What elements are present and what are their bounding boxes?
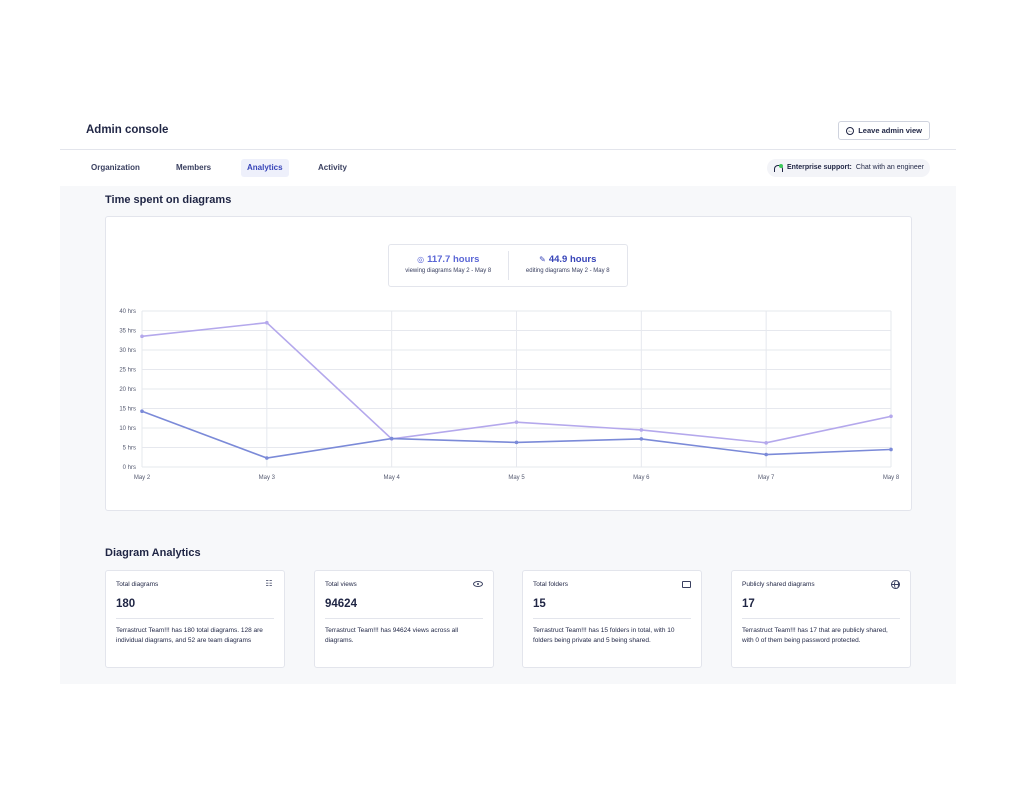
data-point [389, 436, 394, 441]
data-point [889, 447, 893, 452]
time-section-title: Time spent on diagrams [105, 194, 232, 206]
folder-icon [681, 579, 691, 589]
viewing-hours: ◎ 117.7 hours [389, 254, 508, 265]
x-tick-label: May 3 [259, 475, 276, 481]
y-tick-label: 25 hrs [119, 368, 136, 374]
x-tick-label: May 2 [134, 475, 151, 481]
y-tick-label: 30 hrs [119, 348, 136, 354]
data-point [265, 456, 269, 460]
y-tick-label: 35 hrs [119, 329, 136, 335]
data-point [140, 409, 144, 414]
stat-value: 15 [533, 598, 546, 610]
page-title: Admin console [86, 124, 169, 136]
editing-summary: ✎ 44.9 hours editing diagrams May 2 - May… [507, 251, 628, 280]
stat-description: Terrastruct Team!!! has 180 total diagra… [116, 627, 263, 644]
stat-description: Terrastruct Team!!! has 94624 views acro… [325, 627, 459, 644]
pencil-icon: ✎ [539, 255, 546, 264]
data-point [140, 334, 144, 339]
stat-description: Terrastruct Team!!! has 15 folders in to… [533, 627, 675, 644]
y-tick-label: 20 hrs [119, 387, 136, 393]
viewing-hours-label: viewing diagrams May 2 - May 8 [405, 268, 492, 274]
globe-icon [890, 579, 900, 589]
x-tick-label: May 4 [383, 475, 400, 481]
stat-card-public-diagrams: Publicly shared diagrams 17 Terrastruct … [731, 570, 911, 668]
divider [325, 618, 483, 619]
stat-label: Publicly shared diagrams [742, 581, 815, 588]
data-point [514, 420, 519, 424]
y-tick-label: 10 hrs [119, 426, 136, 432]
stat-card-total-folders: Total folders 15 Terrastruct Team!!! has… [522, 570, 702, 668]
data-point [764, 452, 768, 457]
arrow-left-circle-icon: ← [846, 126, 855, 135]
tab-bar: Organization Members Analytics Activity … [60, 150, 956, 186]
eye-icon [473, 579, 483, 589]
enterprise-support-label: Enterprise support: [786, 164, 852, 171]
tab-activity[interactable]: Activity [318, 163, 347, 172]
tab-analytics[interactable]: Analytics [241, 159, 289, 177]
stat-label: Total diagrams [116, 581, 159, 588]
time-chart-card: ◎ 117.7 hours viewing diagrams May 2 - Ma… [105, 216, 912, 511]
tab-organization[interactable]: Organization [91, 163, 140, 172]
data-point [889, 414, 893, 419]
viewing-hours-value: 117.7 hours [427, 254, 480, 265]
admin-header: Admin console ← Leave admin view [60, 112, 956, 150]
editing-hours-value: 44.9 hours [548, 254, 597, 265]
y-tick-label: 0 hrs [123, 465, 136, 471]
stat-label: Total views [325, 581, 357, 588]
tab-members[interactable]: Members [176, 163, 212, 172]
diagram-section-title: Diagram Analytics [105, 547, 201, 559]
stat-description: Terrastruct Team!!! has 17 that are publ… [742, 627, 888, 644]
data-point [514, 440, 519, 445]
analytics-content: Time spent on diagrams ◎ 117.7 hours view… [60, 186, 956, 684]
leave-admin-view-label: Leave admin view [858, 126, 922, 135]
chat-engineer-link[interactable]: Chat with an engineer [855, 164, 924, 171]
sitemap-icon: ☷ [265, 579, 273, 588]
x-tick-label: May 6 [633, 475, 650, 481]
headset-icon [773, 164, 783, 172]
time-summary: ◎ 117.7 hours viewing diagrams May 2 - Ma… [388, 244, 628, 287]
y-tick-label: 5 hrs [123, 446, 136, 452]
stat-value: 180 [116, 598, 136, 610]
editing-hours: ✎ 44.9 hours [509, 254, 628, 265]
editing-hours-label: editing diagrams May 2 - May 8 [525, 268, 610, 274]
data-point [639, 437, 644, 441]
stat-card-total-views: Total views 94624 Terrastruct Team!!! ha… [314, 570, 494, 668]
eye-icon: ◎ [417, 255, 425, 264]
leave-admin-view-button[interactable]: ← Leave admin view [838, 121, 930, 140]
x-tick-label: May 8 [883, 475, 900, 481]
stat-value: 17 [742, 598, 755, 610]
stat-value: 94624 [325, 598, 357, 610]
enterprise-support: Enterprise support: Chat with an enginee… [766, 159, 930, 177]
divider [742, 618, 900, 619]
divider [533, 618, 691, 619]
data-point [639, 428, 644, 432]
x-tick-label: May 7 [758, 475, 775, 481]
x-tick-label: May 5 [508, 475, 525, 481]
data-point [764, 441, 768, 445]
stat-card-total-diagrams: Total diagrams ☷ 180 Terrastruct Team!!!… [105, 570, 285, 668]
y-tick-label: 15 hrs [119, 407, 136, 413]
data-point [265, 320, 269, 325]
viewing-summary: ◎ 117.7 hours viewing diagrams May 2 - Ma… [389, 245, 508, 286]
y-tick-label: 40 hrs [119, 309, 136, 315]
divider [116, 618, 274, 619]
stat-label: Total folders [533, 581, 569, 588]
time-line-chart: 0 hrs 5 hrs 10 hrs 15 hrs 20 hrs 25 hrs 30 hrs… [119, 309, 900, 481]
